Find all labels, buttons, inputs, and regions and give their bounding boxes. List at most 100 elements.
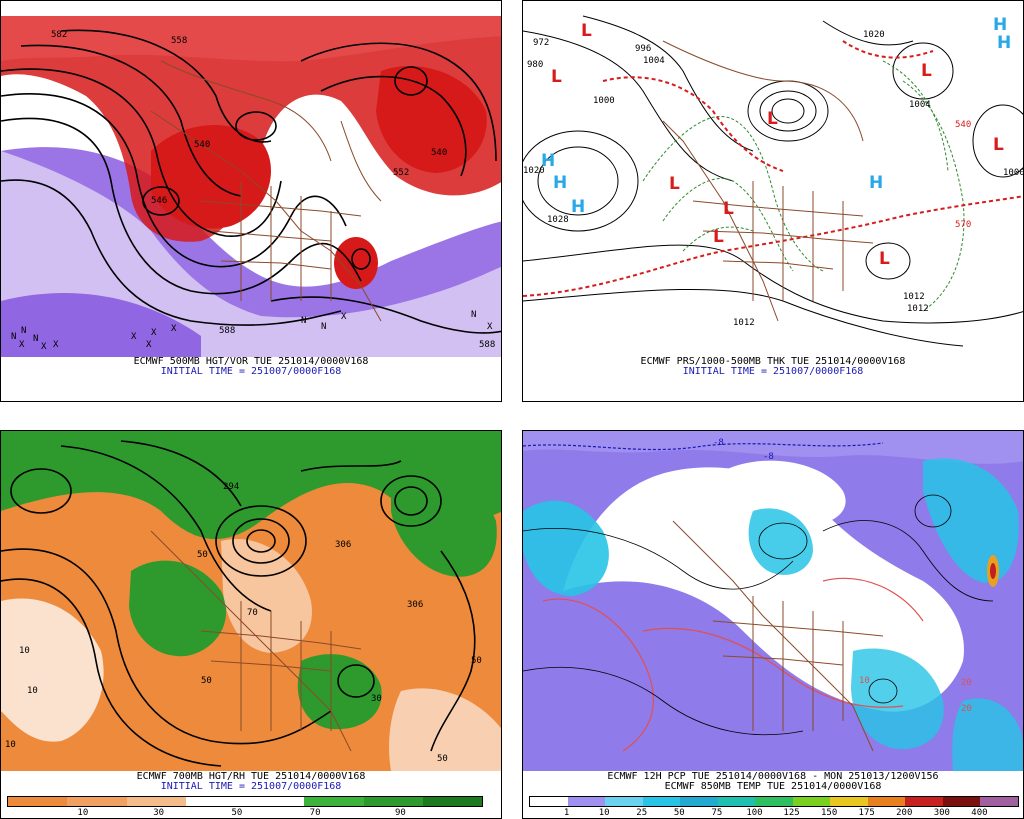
high-pressure-symbol: H	[997, 33, 1012, 53]
contour-label: 1028	[547, 215, 569, 225]
scale-label: 150	[820, 808, 838, 818]
contour-label: 30	[371, 694, 382, 704]
scale-label: 90	[394, 808, 406, 818]
contour-label: 570	[955, 220, 972, 230]
low-pressure-symbol: L	[921, 61, 932, 81]
contour-label: 20	[961, 678, 972, 688]
svg-text:X: X	[151, 328, 157, 338]
low-pressure-symbol: L	[879, 249, 890, 269]
contour-label: 540	[955, 120, 972, 130]
svg-text:X: X	[19, 340, 25, 350]
svg-text:X: X	[341, 312, 347, 322]
contour-label: 1000	[1003, 168, 1024, 178]
low-pressure-symbol: L	[669, 174, 680, 194]
low-pressure-symbol: L	[551, 67, 562, 87]
contour-label: 582	[51, 30, 68, 40]
svg-text:X: X	[487, 322, 493, 332]
rh-colorbar	[7, 796, 483, 807]
low-pressure-symbol: L	[713, 227, 724, 247]
svg-text:N: N	[471, 310, 476, 320]
low-pressure-symbol: L	[767, 109, 778, 129]
contour-label: 10	[5, 740, 16, 750]
svg-text:N: N	[321, 322, 326, 332]
contour-label: 50	[437, 754, 448, 764]
high-pressure-symbol: H	[553, 173, 568, 193]
scale-label: 25	[636, 808, 648, 818]
scale-label: 10	[598, 808, 610, 818]
high-pressure-symbol: H	[993, 15, 1008, 35]
panel-pressure-thickness: 972 980 996 1004 1000 1020 1028 1004 101…	[522, 0, 1024, 402]
low-pressure-symbol: L	[723, 199, 734, 219]
scale-label: 1	[563, 808, 570, 818]
contour-label: 1000	[593, 96, 615, 106]
scale-label: 300	[933, 808, 950, 818]
contour-label: 1004	[909, 100, 931, 110]
svg-text:X: X	[131, 332, 137, 342]
panel-caption: ECMWF 500MB HGT/VOR TUE 251014/0000V168	[133, 356, 369, 367]
contour-label: 1012	[733, 318, 755, 328]
scale-label: 125	[783, 808, 800, 818]
contour-label: 10	[859, 676, 870, 686]
svg-text:N: N	[33, 334, 38, 344]
contour-label: 306	[407, 600, 424, 610]
high-pressure-symbol: H	[541, 151, 556, 171]
svg-text:X: X	[53, 340, 59, 350]
svg-text:N: N	[21, 326, 26, 336]
panel-caption: ECMWF 12H PCP TUE 251014/0000V168 - MON …	[607, 771, 939, 782]
initial-time: INITIAL TIME = 251007/0000F168	[682, 366, 864, 377]
contour-label: -8	[763, 452, 774, 462]
contour-label: 10	[19, 646, 30, 656]
contour-label: 10	[27, 686, 38, 696]
rh-map	[1, 431, 501, 771]
contour-label: 1012	[903, 292, 925, 302]
contour-label: 980	[527, 60, 544, 70]
contour-label: 50	[471, 656, 482, 666]
contour-label: 540	[194, 140, 211, 150]
scale-label: 30	[153, 808, 165, 818]
scale-label: 70	[309, 808, 321, 818]
scale-label: 400	[971, 808, 988, 818]
scale-label: 175	[858, 808, 875, 818]
precip-map	[523, 431, 1023, 771]
panel-700mb-rh: 294 50 306 306 50 10 10 10 50 70 50 30 E…	[0, 430, 502, 819]
pressure-map	[523, 1, 1023, 357]
scale-label: 75	[711, 808, 723, 818]
scale-label: 50	[673, 808, 685, 818]
contour-label: 306	[335, 540, 352, 550]
precip-colorbar	[529, 796, 1019, 807]
contour-label: 1004	[643, 56, 665, 66]
scale-label: 10	[77, 808, 89, 818]
contour-label: 1012	[907, 304, 929, 314]
contour-label: 558	[171, 36, 188, 46]
contour-label: 1020	[863, 30, 885, 40]
svg-text:X: X	[41, 342, 47, 352]
high-pressure-symbol: H	[571, 197, 586, 217]
contour-label: 294	[223, 482, 240, 492]
svg-text:N: N	[11, 332, 16, 342]
contour-label: -8	[713, 438, 724, 448]
high-pressure-symbol: H	[869, 173, 884, 193]
panel-precip-850mb: -8 -8 10 20 20 ECMWF 12H PCP TUE 251014/…	[522, 430, 1024, 819]
low-pressure-symbol: L	[993, 135, 1004, 155]
svg-text:X: X	[171, 324, 177, 334]
svg-text:X: X	[146, 340, 152, 350]
contour-label: 20	[961, 704, 972, 714]
scale-label: 100	[746, 808, 763, 818]
low-pressure-symbol: L	[581, 21, 592, 41]
contour-label: 972	[533, 38, 550, 48]
initial-time: INITIAL TIME = 251007/0000F168	[160, 781, 342, 792]
panel-caption: ECMWF 700MB HGT/RH TUE 251014/0000V168	[136, 771, 366, 782]
scale-label: 200	[896, 808, 913, 818]
contour-label: 588	[479, 340, 496, 350]
contour-label: 1020	[523, 166, 545, 176]
scale-label: 50	[231, 808, 243, 818]
contour-label: 546	[151, 196, 168, 206]
contour-label: 588	[219, 326, 236, 336]
initial-time: INITIAL TIME = 251007/0000F168	[160, 366, 342, 377]
panel-caption: ECMWF PRS/1000-500MB THK TUE 251014/0000…	[640, 356, 906, 367]
contour-label: 50	[201, 676, 212, 686]
svg-text:N: N	[301, 316, 306, 326]
panel-caption-2: ECMWF 850MB TEMP TUE 251014/0000V168	[664, 781, 882, 792]
